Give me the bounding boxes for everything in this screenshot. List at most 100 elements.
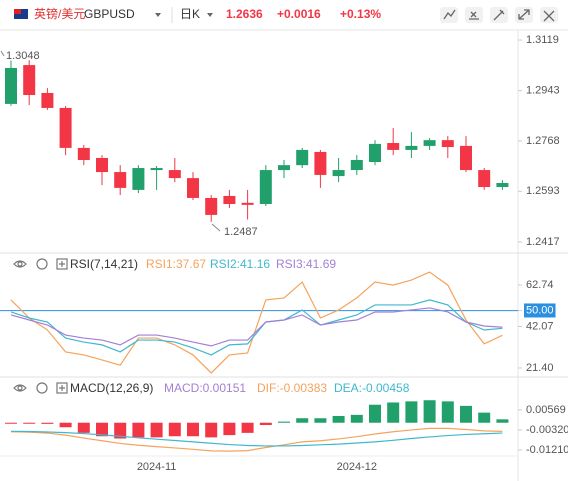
expand-icon[interactable]: [56, 382, 68, 394]
y-tick-label: -0.00320: [526, 424, 568, 436]
candle-body: [259, 170, 272, 204]
indicator-title: MACD(12,26,9): [70, 381, 153, 395]
y-tick-label: -0.01210: [526, 444, 568, 456]
candle-body: [278, 165, 290, 171]
histogram-bar: [77, 422, 90, 433]
histogram-bar: [478, 412, 491, 423]
symbol[interactable]: GBPUSD: [84, 7, 135, 21]
tool-icon[interactable]: [518, 9, 530, 20]
indicator-line: [10, 271, 503, 374]
histogram-bar: [59, 422, 72, 428]
candle-body: [387, 143, 400, 150]
histogram-bar: [23, 422, 36, 424]
y-tick-label: 1.3119: [526, 34, 559, 46]
y-tick-label: 50.00: [526, 304, 554, 316]
eye-icon[interactable]: [13, 384, 27, 392]
indicator-value: RSI3:41.69: [276, 257, 336, 271]
candle-body: [187, 178, 199, 198]
low-annotation: 1.2487: [224, 226, 258, 238]
histogram-bar: [332, 415, 345, 423]
dropdown-icon[interactable]: [207, 13, 213, 17]
candle-body: [241, 202, 254, 205]
histogram-bar: [496, 419, 509, 423]
candle-body: [150, 168, 163, 171]
histogram-bar: [296, 418, 309, 423]
histogram-bar: [241, 422, 254, 433]
change: +0.0016: [277, 7, 321, 21]
candle-body: [350, 159, 363, 171]
histogram-bar: [259, 422, 272, 425]
indicator-line: [10, 307, 503, 347]
tool-icon[interactable]: [443, 9, 456, 20]
high-annotation: 1.3048: [6, 50, 40, 62]
tool-icon[interactable]: [493, 9, 505, 21]
x-tick-label: 2024-12: [337, 461, 377, 473]
histogram-bar: [96, 422, 108, 437]
x-tick-label: 2024-11: [137, 461, 177, 473]
candle-body: [41, 92, 54, 108]
histogram-bar: [223, 422, 236, 436]
candle-body: [423, 140, 436, 146]
candle-body: [478, 170, 491, 188]
settings-icon[interactable]: [36, 382, 48, 394]
eye-icon[interactable]: [13, 260, 27, 268]
expand-icon[interactable]: [59, 261, 65, 267]
candle-body: [96, 157, 108, 173]
price: 1.2636: [226, 7, 263, 21]
indicator-value: DIF:-0.00383: [257, 381, 327, 395]
tool-icon[interactable]: [469, 11, 479, 20]
period[interactable]: 日K: [180, 7, 200, 21]
dropdown-icon[interactable]: [155, 13, 161, 17]
candle-body: [405, 145, 418, 150]
histogram-bar: [314, 418, 327, 423]
candle-body: [296, 149, 309, 166]
histogram-bar: [460, 405, 472, 423]
candle-body: [223, 195, 236, 204]
histogram-bar: [387, 402, 400, 423]
histogram-bar: [423, 400, 436, 423]
candle-body: [496, 182, 509, 188]
expand-icon[interactable]: [56, 258, 68, 270]
change-pct: +0.13%: [340, 7, 381, 21]
histogram-bar: [41, 422, 54, 424]
candle-body: [114, 172, 127, 188]
y-tick-label: 62.74: [526, 279, 554, 291]
histogram-bar: [441, 401, 454, 423]
histogram-bar: [187, 422, 199, 437]
candle-body: [441, 140, 454, 148]
candle-body: [132, 168, 145, 190]
y-tick-label: 1.2768: [526, 135, 560, 147]
y-tick-label: 42.07: [526, 320, 554, 332]
annotation-line: [211, 223, 221, 232]
candle-body: [460, 145, 472, 171]
expand-icon[interactable]: [59, 385, 65, 391]
pair-name[interactable]: 英镑/美元: [34, 6, 85, 21]
histogram-bar: [5, 422, 17, 424]
histogram-bar: [114, 422, 127, 439]
tool-button[interactable]: [540, 7, 558, 23]
candle-body: [59, 107, 72, 148]
histogram-bar: [205, 422, 218, 438]
indicator-line: [10, 299, 503, 356]
candle-body: [77, 147, 90, 160]
y-tick-label: 1.2417: [526, 236, 560, 248]
histogram-bar: [150, 422, 163, 438]
indicator-value: RSI2:41.16: [210, 257, 270, 271]
y-tick-label: 0.00569: [526, 404, 566, 416]
indicator-line: [10, 427, 503, 452]
histogram-bar: [369, 404, 381, 423]
settings-icon[interactable]: [36, 258, 48, 270]
candle-body: [314, 151, 327, 175]
y-tick-label: 1.2593: [526, 185, 560, 197]
histogram-bar: [350, 414, 363, 423]
flag-icon: [14, 9, 21, 14]
indicator-line: [10, 430, 503, 447]
histogram-bar: [405, 401, 418, 423]
indicator-value: RSI1:37.67: [146, 257, 206, 271]
tool-button[interactable]: [440, 7, 458, 23]
histogram-bar: [278, 421, 290, 423]
candle-body: [369, 143, 381, 162]
tool-icon[interactable]: [543, 10, 555, 22]
histogram-bar: [168, 422, 181, 437]
